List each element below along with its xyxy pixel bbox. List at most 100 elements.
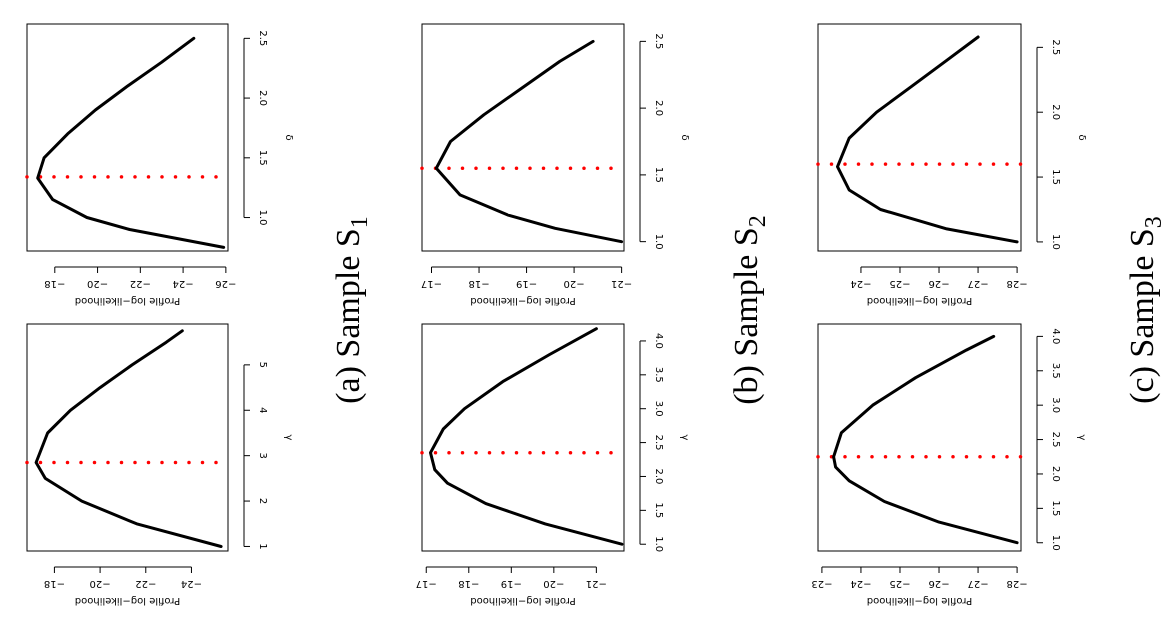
x-tick-label: 1.0 xyxy=(653,234,664,250)
y-tick-label: −28 xyxy=(1007,578,1028,589)
x-tick-label: 3.0 xyxy=(653,401,664,417)
y-tick-label: −18 xyxy=(44,278,65,289)
y-axis-label: Profile log−likelihood xyxy=(470,595,576,606)
y-tick-label: −26 xyxy=(928,278,949,289)
panel-b-delta: 1.0 1.5 2.0 2.5 δ −17 −18 −19 −20 −21 Profile log−… xyxy=(420,23,690,306)
y-tick-label: −20 xyxy=(87,278,108,289)
y-tick-label: −22 xyxy=(135,578,156,589)
y-tick-label: −20 xyxy=(90,578,111,589)
caption-c-text: (c) Sample S xyxy=(1124,228,1161,404)
x-tick-label: 2.5 xyxy=(653,33,664,49)
panel-c-gamma: 1.0 1.5 2.0 2.5 3.0 3.5 4.0 γ −23 −24 −25 −26 −27 −28… xyxy=(811,323,1087,606)
y-tick-label: −21 xyxy=(586,578,607,589)
x-tick-label: 4 xyxy=(257,407,268,413)
y-tick-label: −27 xyxy=(968,278,989,289)
x-tick-label: 2.0 xyxy=(653,100,664,116)
y-tick-label: −19 xyxy=(501,578,522,589)
x-tick-label: 2.5 xyxy=(653,435,664,451)
x-tick-label: 1.0 xyxy=(1050,234,1061,250)
y-tick-label: −24 xyxy=(850,278,871,289)
y-tick-label: −25 xyxy=(889,578,910,589)
x-axis-label: δ xyxy=(283,134,294,140)
profile-curve xyxy=(429,327,624,546)
panel-c-delta: 1.0 1.5 2.0 2.5 δ −24 −25 −26 −27 −28 Profile log−… xyxy=(816,23,1087,306)
y-tick-label: −28 xyxy=(1007,278,1028,289)
x-tick-label: 1.0 xyxy=(257,210,268,226)
y-tick-label: −17 xyxy=(416,578,437,589)
y-tick-label: −26 xyxy=(215,278,236,289)
x-tick-label: 1.5 xyxy=(653,502,664,518)
x-tick-label: 2.5 xyxy=(257,30,268,46)
y-tick-label: −19 xyxy=(516,278,537,289)
panel-a-delta: 1.0 1.5 2.0 2.5 δ −18 −20 −22 −24 −26 Profile log−… xyxy=(25,23,294,306)
y-tick-label: −27 xyxy=(968,578,989,589)
caption-a: (a) Sample S1 xyxy=(330,216,373,404)
x-tick-label: 2.5 xyxy=(1050,432,1061,448)
x-axis-label: δ xyxy=(1076,134,1087,140)
x-tick-label: 4.0 xyxy=(653,333,664,349)
y-tick-label: −17 xyxy=(421,278,442,289)
y-tick-label: −21 xyxy=(611,278,632,289)
x-tick-label: 1.0 xyxy=(653,536,664,552)
caption-b-text: (b) Sample S xyxy=(728,227,765,405)
profile-curve xyxy=(34,329,223,548)
y-tick-label: −24 xyxy=(850,578,871,589)
y-axis-label: Profile log−likelihood xyxy=(75,295,181,306)
x-tick-label: 1.0 xyxy=(1050,535,1061,551)
x-tick-label: 2.0 xyxy=(1050,466,1061,482)
caption-c: (c) Sample S3 xyxy=(1124,216,1167,404)
plot-frame xyxy=(817,23,1022,252)
y-axis-label: Profile log−likelihood xyxy=(867,595,973,606)
x-tick-label: 2.0 xyxy=(1050,104,1061,120)
x-tick-label: 2 xyxy=(257,498,268,504)
caption-c-sub: 3 xyxy=(1141,216,1167,228)
x-tick-label: 4.0 xyxy=(1050,328,1061,344)
y-tick-label: −18 xyxy=(468,278,489,289)
x-tick-label: 1.5 xyxy=(1050,500,1061,516)
x-tick-label: 2.5 xyxy=(1050,39,1061,55)
y-tick-label: −20 xyxy=(543,578,564,589)
profile-curve xyxy=(36,36,226,249)
x-tick-label: 1.5 xyxy=(1050,169,1061,185)
x-tick-label: 1.5 xyxy=(653,167,664,183)
x-axis-label: γ xyxy=(283,435,294,441)
profile-curve xyxy=(832,334,1019,545)
profile-curve xyxy=(434,39,624,244)
caption-a-text: (a) Sample S xyxy=(330,228,367,404)
x-axis-label: γ xyxy=(679,435,690,441)
y-tick-label: −22 xyxy=(130,278,151,289)
x-tick-label: 5 xyxy=(257,362,268,368)
y-tick-label: −20 xyxy=(564,278,585,289)
x-tick-label: 3 xyxy=(257,452,268,458)
y-tick-label: −25 xyxy=(889,278,910,289)
panel-b-gamma: 1.0 1.5 2.0 2.5 3.0 3.5 4.0 γ −17 −18 −19 −20 −21 Pro… xyxy=(416,323,690,606)
plot-frame xyxy=(817,323,1022,552)
x-tick-label: 1.5 xyxy=(257,150,268,166)
x-tick-label: 3.0 xyxy=(1050,397,1061,413)
x-tick-label: 1 xyxy=(257,543,268,549)
plot-frame xyxy=(26,323,229,552)
x-tick-label: 2.0 xyxy=(653,469,664,485)
y-tick-label: −24 xyxy=(173,278,194,289)
caption-b-sub: 2 xyxy=(745,215,771,227)
x-tick-label: 2.0 xyxy=(257,90,268,106)
y-axis-label: Profile log−likelihood xyxy=(867,295,973,306)
profile-curve xyxy=(836,35,1019,244)
x-tick-label: 3.5 xyxy=(1050,363,1061,379)
plot-frame xyxy=(26,23,229,252)
y-tick-label: −26 xyxy=(928,578,949,589)
plot-frame xyxy=(421,323,625,552)
x-tick-label: 3.5 xyxy=(653,367,664,383)
caption-a-sub: 1 xyxy=(347,216,373,228)
y-axis-label: Profile log−likelihood xyxy=(470,295,576,306)
x-axis-label: δ xyxy=(679,134,690,140)
y-axis-label: Profile log−likelihood xyxy=(75,595,181,606)
panels: 1 2 3 4 5 γ −18 −20 −22 −24 Profile log−likelihood… xyxy=(25,23,1087,606)
plot-frame xyxy=(421,23,625,252)
y-tick-label: −18 xyxy=(458,578,479,589)
y-tick-label: −23 xyxy=(811,578,832,589)
y-tick-label: −18 xyxy=(44,578,65,589)
caption-b: (b) Sample S2 xyxy=(728,215,771,405)
